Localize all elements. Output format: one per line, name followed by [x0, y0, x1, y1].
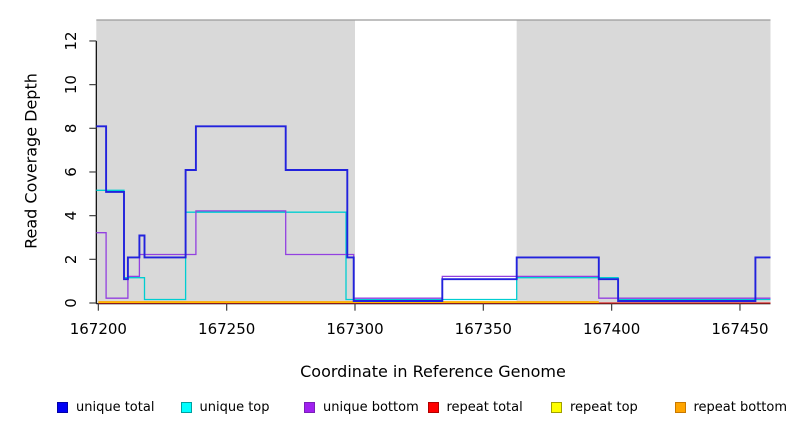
legend-item-repeat-top: repeat top	[551, 400, 638, 414]
legend-item-unique-total: unique total	[57, 400, 154, 414]
y-tick-label: 0	[62, 298, 80, 308]
y-axis-title: Read Coverage Depth	[21, 73, 41, 249]
y-tick-label: 12	[62, 31, 80, 50]
legend-label: repeat bottom	[693, 399, 788, 415]
legend-label: unique bottom	[323, 399, 419, 415]
legend-label: unique top	[199, 399, 270, 415]
shaded-region	[96, 20, 355, 303]
legend-label: repeat top	[570, 399, 638, 415]
x-tick-label: 167400	[583, 320, 640, 338]
legend-swatch-unique-top	[180, 401, 192, 413]
x-tick-label: 167450	[711, 320, 768, 338]
legend-item-unique-bottom: unique bottom	[304, 400, 419, 414]
y-tick-label: 2	[62, 255, 80, 265]
y-tick-label: 8	[62, 124, 80, 134]
legend-item-repeat-total: repeat total	[427, 399, 523, 415]
y-tick-label: 4	[62, 211, 80, 221]
x-axis-title: Coordinate in Reference Genome	[300, 362, 566, 381]
legend-swatch-unique-total	[57, 401, 68, 413]
legend-label: repeat total	[446, 399, 523, 415]
y-tick-label: 10	[62, 75, 80, 94]
y-tick-label: 6	[62, 167, 80, 177]
series-line-unique-total	[96, 125, 771, 302]
series-line-unique-bottom	[96, 210, 771, 299]
legend-swatch-repeat-total	[427, 401, 439, 413]
legend-swatch-repeat-bottom	[674, 401, 686, 413]
legend-label: unique total	[76, 399, 155, 415]
x-tick-label: 167200	[70, 320, 127, 338]
legend-swatch-repeat-top	[551, 401, 562, 413]
legend-swatch-unique-bottom	[304, 401, 315, 413]
x-tick-label: 167350	[455, 320, 512, 338]
legend-item-unique-top: unique top	[180, 399, 270, 415]
legend-item-repeat-bottom: repeat bottom	[674, 399, 788, 415]
x-tick-label: 167250	[198, 320, 255, 338]
x-tick-label: 167300	[326, 320, 383, 338]
shaded-region	[516, 20, 771, 303]
